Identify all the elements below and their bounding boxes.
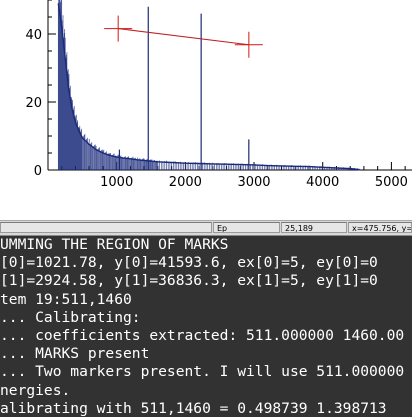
terminal-line: tem 19:511,1460: [0, 290, 132, 308]
terminal-line: ... Two markers present. I will use 511.…: [0, 363, 405, 381]
y-axis-ticks: 20 40 0: [25, 0, 56, 179]
x-tick-label: 4000: [306, 175, 339, 190]
status-pixel-coords: 25,189: [281, 222, 347, 233]
y-tick-label: 0: [34, 164, 42, 179]
x-tick-label: 5000: [375, 175, 408, 190]
y-tick-label: 20: [25, 96, 42, 111]
x-tick-label: 2000: [169, 175, 202, 190]
histogram-bins: [57, 0, 361, 170]
peak-lines: [118, 6, 250, 170]
y-tick-label: 40: [25, 28, 42, 43]
status-bar: Ep 25,189 x=475.756, y=2: [0, 220, 412, 236]
x-tick-label: 1000: [100, 175, 133, 190]
status-empty-cell: [0, 222, 212, 233]
terminal-line: [1]=2924.58, y[1]=36836.3, ex[1]=5, ey[1…: [0, 272, 378, 290]
terminal-line: ... MARKS present: [0, 345, 150, 363]
status-world-coords: x=475.756, y=2: [348, 222, 412, 233]
spectrum-plot[interactable]: 1000 2000 3000 4000 5000 20 40 0: [0, 0, 412, 198]
x-tick-label: 3000: [237, 175, 270, 190]
terminal-output[interactable]: UMMING THE REGION OF MARKS [0]=1021.78, …: [0, 236, 412, 417]
terminal-line: ... Calibrating:: [0, 308, 141, 326]
terminal-line: ... coefficients extracted: 511.000000 1…: [0, 326, 405, 344]
terminal-line: alibrating with 511,1460 = 0.498739 1.39…: [0, 399, 387, 417]
marker-connector-line: [118, 28, 249, 46]
calibration-markers[interactable]: [104, 15, 263, 58]
terminal-line: nergies.: [0, 381, 71, 399]
histogram-series: [57, 0, 361, 171]
status-mode: Ep: [213, 222, 280, 233]
terminal-line: UMMING THE REGION OF MARKS: [0, 236, 229, 253]
terminal-line: [0]=1021.78, y[0]=41593.6, ex[0]=5, ey[0…: [0, 254, 378, 272]
